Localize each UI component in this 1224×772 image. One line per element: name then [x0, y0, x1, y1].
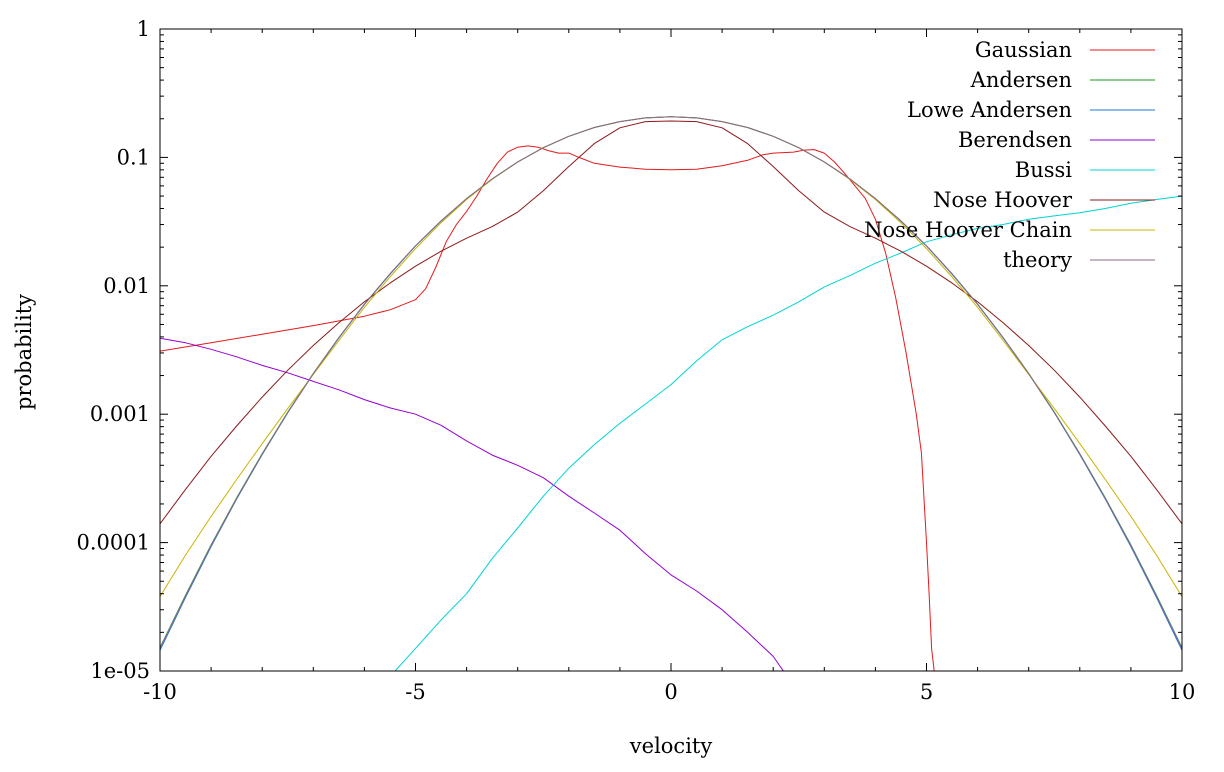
y-tick-label: 1e-05: [90, 659, 150, 683]
x-axis-label: velocity: [629, 734, 713, 758]
x-tick-label: 0: [664, 680, 677, 704]
series-layer: [160, 116, 1182, 671]
y-axis-label: probability: [12, 294, 36, 410]
x-tick-label: 5: [920, 680, 933, 704]
y-tick-label: 0.1: [117, 145, 150, 169]
series-line-theory: [160, 116, 1182, 649]
legend-label: Gaussian: [975, 38, 1072, 62]
legend-label: theory: [1003, 248, 1072, 272]
x-tick-label: -5: [405, 680, 425, 704]
legend-label: Andersen: [970, 68, 1072, 92]
legend-label: Berendsen: [958, 128, 1072, 152]
axes-layer: -10 -5 0 5 10 1e-05 0.0001 0.001 0.01 0.1 1: [77, 17, 1196, 704]
y-tick-label: 1: [137, 17, 150, 41]
legend-label: Nose Hoover Chain: [864, 218, 1072, 242]
y-tick-label: 0.001: [90, 402, 150, 426]
x-tick-label: -10: [143, 680, 177, 704]
y-tick-label: 0.01: [103, 274, 150, 298]
series-line-nose-hoover: [160, 120, 1182, 525]
series-line-bussi: [394, 195, 1182, 671]
y-tick-label: 0.0001: [77, 531, 150, 555]
series-line-gaussian: [160, 145, 935, 671]
legend-label: Lowe Andersen: [907, 98, 1072, 122]
legend-label: Bussi: [1015, 158, 1073, 182]
legend-label: Nose Hoover: [933, 188, 1073, 212]
series-line-berendsen: [160, 337, 784, 671]
legend: Gaussian Andersen Lowe Andersen Berendsen Bu…: [864, 38, 1155, 272]
x-tick-label: 10: [1169, 680, 1196, 704]
